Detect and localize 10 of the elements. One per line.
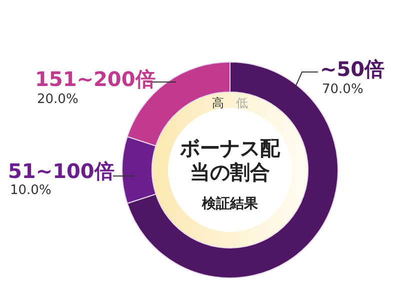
data-label: 20.0% <box>37 92 78 107</box>
text: 高 <box>212 96 224 110</box>
slice-label: ~50倍 <box>320 57 385 81</box>
text: ボーナス配当の割合 <box>179 136 282 184</box>
text: 検証結果 <box>201 195 259 212</box>
slice-label: 151~200倍 <box>35 67 156 91</box>
data-label: 70.0% <box>322 82 364 97</box>
slice-label: 51~100倍 <box>8 159 114 183</box>
data-label: 10.0% <box>10 183 52 198</box>
text: 低 <box>236 96 248 110</box>
